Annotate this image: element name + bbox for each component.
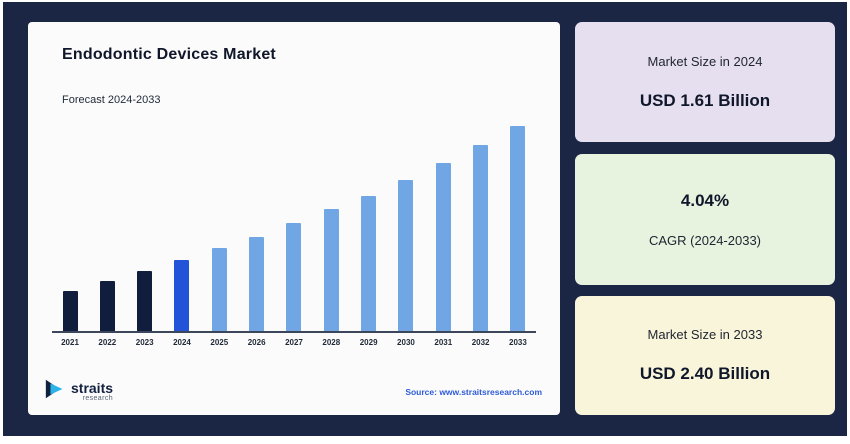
x-axis-label: 2030 xyxy=(397,338,415,347)
stat-card-cagr: 4.04% CAGR (2024-2033) xyxy=(575,154,835,285)
bar-2030 xyxy=(398,180,414,331)
bar-2022 xyxy=(99,281,115,331)
stat-card-label: Market Size in 2033 xyxy=(647,327,763,342)
source-link[interactable]: Source: www.straitsresearch.com xyxy=(405,387,542,397)
chart-subtitle: Forecast 2024-2033 xyxy=(62,94,161,106)
x-axis-label: 2026 xyxy=(247,338,266,347)
x-axis-label: 2025 xyxy=(210,338,229,347)
logo-text: straits research xyxy=(71,379,114,403)
bar-column xyxy=(351,196,387,331)
bar-2032 xyxy=(473,145,489,331)
bar-column xyxy=(89,281,125,331)
bar-column xyxy=(463,145,499,331)
stat-card-label: CAGR (2024-2033) xyxy=(649,233,761,248)
bar-2029 xyxy=(361,196,377,331)
bar-2023 xyxy=(137,271,153,331)
bar-column xyxy=(276,223,312,331)
bar-column xyxy=(52,291,88,331)
x-axis-label: 2031 xyxy=(434,338,453,347)
bar-2028 xyxy=(323,209,339,331)
x-axis-label: 2021 xyxy=(61,338,79,347)
x-axis-label: 2024 xyxy=(173,338,191,347)
x-axis-label: 2023 xyxy=(135,338,154,347)
stat-card-value: 4.04% xyxy=(680,191,730,210)
bar-chart-plot-area xyxy=(52,122,536,333)
stat-card-market-size-2033: Market Size in 2033 USD 2.40 Billion xyxy=(575,296,835,415)
straits-research-logo: straits research xyxy=(44,377,113,406)
x-axis-label: 2028 xyxy=(322,338,341,347)
bar-2024 xyxy=(174,260,190,331)
chart-title: Endodontic Devices Market xyxy=(62,46,276,63)
straits-arrow-icon xyxy=(44,377,68,406)
x-axis: 2021 2022 2023 2024 2025 2026 2027 2028 2029 2030… xyxy=(52,338,536,347)
bar-column xyxy=(388,180,424,331)
stat-card-value: USD 2.40 Billion xyxy=(639,364,771,383)
x-axis-label: 2022 xyxy=(98,338,117,347)
bar-column xyxy=(127,271,163,331)
bar-chart: 2021 2022 2023 2024 2025 2026 2027 2028 2029 2030… xyxy=(52,122,536,347)
chart-panel: Endodontic Devices Market Forecast 2024-… xyxy=(28,22,560,415)
bar-column xyxy=(201,248,237,331)
logo-subtitle: research xyxy=(82,395,114,403)
bar-2026 xyxy=(249,237,265,331)
stat-card-market-size-2024: Market Size in 2024 USD 1.61 Billion xyxy=(575,22,835,142)
bar-column xyxy=(500,126,536,331)
bar-2031 xyxy=(435,163,451,331)
stat-card-value: USD 1.61 Billion xyxy=(639,90,771,110)
x-axis-label: 2033 xyxy=(509,338,527,347)
x-axis-label: 2027 xyxy=(285,338,303,347)
bar-2027 xyxy=(286,223,302,331)
bar-column xyxy=(313,209,349,331)
bar-2025 xyxy=(211,248,227,331)
bar-2021 xyxy=(62,291,78,331)
stat-card-label: Market Size in 2024 xyxy=(647,53,763,69)
bar-column xyxy=(164,260,200,331)
x-axis-label: 2029 xyxy=(359,338,378,347)
bar-column xyxy=(239,237,275,331)
logo-name: straits xyxy=(71,379,114,396)
bar-2033 xyxy=(510,126,526,331)
x-axis-label: 2032 xyxy=(471,338,490,347)
bar-column xyxy=(425,163,461,331)
